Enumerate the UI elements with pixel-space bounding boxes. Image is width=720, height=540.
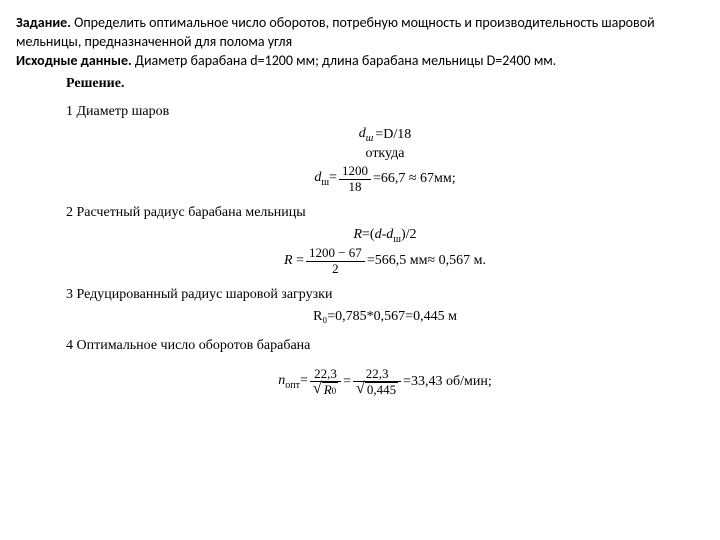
- s2-result: =566,5 мм≈ 0,567 м.: [367, 252, 486, 271]
- section-1-formula-1: dш =D/18 откуда dш= 1200 18 =66,7 ≈ 67мм…: [66, 125, 704, 194]
- var-dsh: dш: [359, 126, 374, 141]
- section-3-formula: R₀=0,785*0,567=0,445 м: [66, 308, 704, 327]
- task-label: Задание.: [16, 14, 71, 31]
- hence-text: откуда: [366, 146, 405, 161]
- section-4-formula: nnоптопт= 22,3 √R0 = 22,3 √0,445 =33,43 …: [66, 367, 704, 397]
- solution-label: Решение.: [66, 75, 704, 93]
- s1-den: 18: [339, 180, 371, 194]
- task-text: Определить оптимальное число оборотов, п…: [16, 14, 655, 50]
- solution-body: Решение. 1 Диаметр шаров dш =D/18 откуда…: [16, 75, 704, 397]
- s2-num: 1200 − 67: [306, 246, 365, 261]
- section-1-title: 1 Диаметр шаров: [66, 103, 704, 121]
- section-3-title: 3 Редуцированный радиус шаровой загрузки: [66, 286, 704, 304]
- s1-result: =66,7 ≈ 67мм;: [373, 170, 456, 189]
- data-label: Исходные данные.: [16, 52, 132, 69]
- problem-header: Задание. Определить оптимальное число об…: [16, 14, 704, 71]
- data-text: Диаметр барабана d=1200 мм; длина бараба…: [132, 52, 557, 69]
- s1-num: 1200: [339, 164, 371, 179]
- s2-den: 2: [306, 262, 365, 276]
- s3-eq: R₀=0,785*0,567=0,445 м: [313, 309, 457, 324]
- section-2-title: 2 Расчетный радиус барабана мельницы: [66, 204, 704, 222]
- eq1-rhs: =D/18: [375, 126, 411, 145]
- s4-rad2: 0,445: [365, 382, 398, 396]
- s4-result: =33,43 об/мин;: [403, 373, 492, 392]
- section-2-formula: R=(d-dш)/2 R = 1200 − 67 2 =566,5 мм≈ 0,…: [66, 226, 704, 276]
- section-4-title: 4 Оптимальное число оборотов барабана: [66, 337, 704, 355]
